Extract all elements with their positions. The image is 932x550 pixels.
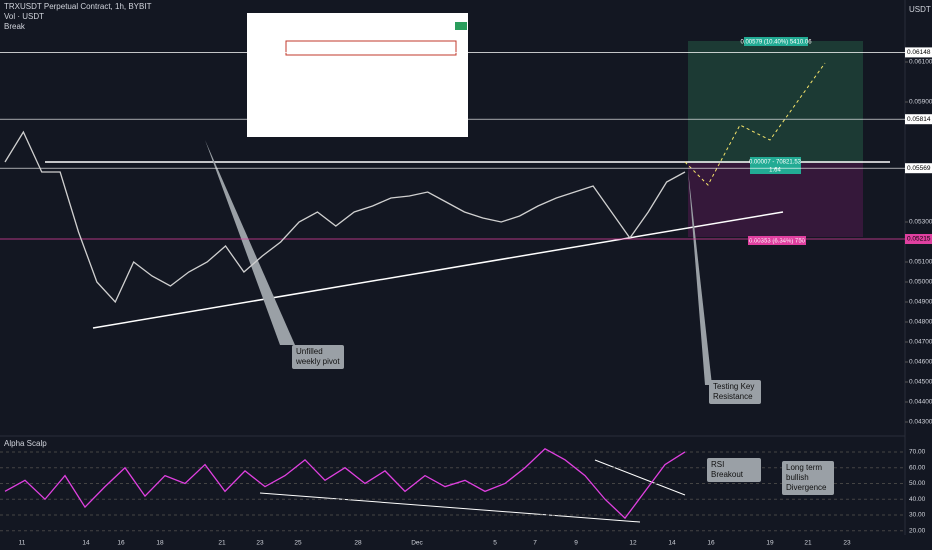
price-label-bg bbox=[905, 114, 932, 125]
inset-screenshot bbox=[247, 13, 468, 137]
x-tick-label: 23 bbox=[843, 540, 851, 547]
x-tick-label: 21 bbox=[218, 540, 226, 547]
x-tick-label: 28 bbox=[354, 540, 362, 547]
x-tick-label: 14 bbox=[82, 540, 90, 547]
price-label-bg bbox=[905, 47, 932, 58]
price-label: 0.06148 bbox=[907, 49, 931, 56]
price-label: 0.05215 bbox=[907, 236, 931, 243]
x-tick-label: 16 bbox=[117, 540, 125, 547]
stop-label: 0.00353 (6.34%) 750 bbox=[749, 239, 806, 245]
y-tick-label: 0.04400 bbox=[909, 399, 932, 406]
volume-label: Vol · USDT bbox=[4, 12, 44, 21]
target-label-bg bbox=[744, 37, 808, 46]
rsi-line bbox=[4, 448, 686, 520]
divergence-line bbox=[259, 492, 641, 523]
y-tick-label: 50.00 bbox=[909, 480, 926, 487]
entry-label: 0.00007 - 70821.53 bbox=[749, 160, 802, 166]
annotation: Long term bullish Divergence bbox=[782, 461, 834, 495]
y-tick-label: 0.04800 bbox=[909, 319, 932, 326]
x-tick-label: 7 bbox=[533, 540, 537, 547]
annotation: Testing Key Resistance bbox=[709, 380, 761, 404]
y-tick-label: 60.00 bbox=[909, 464, 926, 471]
y-tick-label: 0.06100 bbox=[909, 59, 932, 66]
x-tick-label: 9 bbox=[574, 540, 578, 547]
x-tick-label: 5 bbox=[493, 540, 497, 547]
x-tick-label: 19 bbox=[766, 540, 774, 547]
y-tick-label: 0.04500 bbox=[909, 379, 932, 386]
y-tick-label: 0.04900 bbox=[909, 299, 932, 306]
y-tick-label: 30.00 bbox=[909, 512, 926, 519]
price-line-series bbox=[4, 130, 686, 304]
annotation: RSI Breakout bbox=[707, 458, 761, 482]
x-tick-label: 21 bbox=[804, 540, 812, 547]
x-tick-label: 18 bbox=[156, 540, 164, 547]
price-label: 0.05569 bbox=[907, 165, 931, 172]
y-tick-label: 0.05900 bbox=[909, 99, 932, 106]
x-tick-label: 25 bbox=[294, 540, 302, 547]
y-tick-label: 0.05100 bbox=[909, 259, 932, 266]
y-tick-label: 0.05300 bbox=[909, 219, 932, 226]
rsi-title: Alpha Scalp bbox=[4, 439, 47, 448]
ratio-label: 1.64 bbox=[769, 168, 781, 174]
price-label: 0.05814 bbox=[907, 116, 931, 123]
rsi-trend-line bbox=[594, 459, 686, 496]
axis-unit: USDT bbox=[909, 5, 931, 14]
annotation: Unfilled weekly pivot bbox=[292, 345, 344, 369]
y-tick-label: 40.00 bbox=[909, 496, 926, 503]
x-tick-label: 14 bbox=[668, 540, 676, 547]
x-tick-label: 23 bbox=[256, 540, 264, 547]
y-tick-label: 0.04600 bbox=[909, 359, 932, 366]
x-tick-label: 11 bbox=[19, 540, 26, 547]
callout-pointer bbox=[688, 170, 712, 385]
y-tick-label: 0.04700 bbox=[909, 339, 932, 346]
y-tick-label: 20.00 bbox=[909, 527, 926, 534]
x-tick-label: 16 bbox=[707, 540, 715, 547]
y-tick-label: 0.04300 bbox=[909, 419, 932, 426]
break-label: Break bbox=[4, 22, 26, 31]
stop-label-bg bbox=[748, 236, 806, 245]
x-tick-label: 12 bbox=[629, 540, 637, 547]
x-tick-label: Dec bbox=[411, 540, 423, 547]
y-tick-label: 0.05000 bbox=[909, 279, 932, 286]
callout-pointer bbox=[205, 140, 295, 345]
target-zone bbox=[688, 41, 863, 163]
y-tick-label: 70.00 bbox=[909, 449, 926, 456]
price-label-bg bbox=[905, 234, 932, 244]
target-label: 0.00579 (10.40%) 5410.06 bbox=[740, 40, 812, 46]
trend-line bbox=[92, 211, 784, 329]
entry-label-bg bbox=[750, 157, 801, 174]
symbol: TRXUSDT Perpetual Contract, 1h, BYBIT bbox=[4, 2, 152, 11]
stop-zone bbox=[688, 163, 863, 237]
price-label-bg bbox=[905, 163, 932, 174]
